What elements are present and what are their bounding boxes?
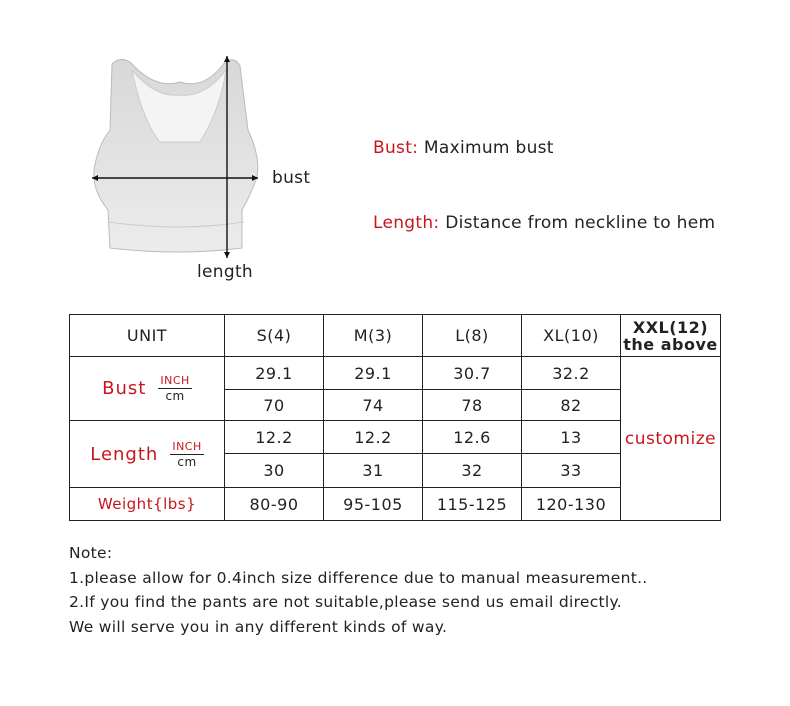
bust-cm-l: 78 <box>422 389 522 421</box>
bust-cm-row: 70 74 78 82 <box>70 389 721 421</box>
length-diagram-label: length <box>197 262 253 282</box>
length-inch-l: 12.6 <box>422 420 522 454</box>
bust-cm-m: 74 <box>323 389 423 421</box>
length-cm-s: 30 <box>224 453 324 488</box>
length-cm-row: 30 31 32 33 <box>70 453 721 488</box>
size-xl: XL(10) <box>521 314 621 357</box>
weight-l: 115-125 <box>422 487 522 521</box>
length-inch-row: Length INCH cm 12.2 12.2 12.6 13 <box>69 420 721 488</box>
length-cm-m: 31 <box>323 453 423 488</box>
note-2: 2.If you find the pants are not suitable… <box>69 593 623 611</box>
length-inch-s: 12.2 <box>224 420 324 454</box>
length-cm-xl: 33 <box>521 453 621 488</box>
length-inch-m: 12.2 <box>323 420 423 454</box>
length-inch-xl: 13 <box>521 420 621 454</box>
size-xxl: XXL(12) the above <box>620 314 721 357</box>
customize-cell: customize <box>620 356 721 521</box>
size-s: S(4) <box>224 314 324 357</box>
size-l: L(8) <box>422 314 522 357</box>
size-table: UNIT S(4) M(3) L(8) XL(10) XXL(12) the ab… <box>69 314 721 521</box>
weight-label: Weight{lbs} <box>69 487 225 521</box>
weight-xl: 120-130 <box>521 487 621 521</box>
unit-header: UNIT <box>69 314 225 357</box>
weight-m: 95-105 <box>323 487 423 521</box>
bust-cm-xl: 82 <box>521 389 621 421</box>
weight-row: Weight{lbs} 80-90 95-105 115-125 120-130 <box>69 487 721 521</box>
bust-inch-row: Bust INCH cm 29.1 29.1 30.7 32.2 customize <box>69 356 721 521</box>
bust-definition: Bust: Maximum bust <box>373 138 554 158</box>
bust-inch-s: 29.1 <box>224 356 324 390</box>
bust-label-cell: Bust INCH cm <box>69 356 225 421</box>
length-cm-l: 32 <box>422 453 522 488</box>
header-row: UNIT S(4) M(3) L(8) XL(10) XXL(12) the ab… <box>69 314 721 357</box>
note-3: We will serve you in any different kinds… <box>69 617 448 636</box>
size-m: M(3) <box>323 314 423 357</box>
bust-inch-m: 29.1 <box>323 356 423 390</box>
bust-diagram-label: bust <box>272 168 311 188</box>
note-1: 1.please allow for 0.4inch size differen… <box>69 568 648 587</box>
weight-s: 80-90 <box>224 487 324 521</box>
length-definition: Length: Distance from neckline to hem <box>373 213 716 233</box>
bust-cm-s: 70 <box>224 389 324 421</box>
notes-heading: Note: <box>69 544 113 562</box>
length-label-cell: Length INCH cm <box>69 420 225 488</box>
bust-inch-l: 30.7 <box>422 356 522 390</box>
sports-bra-illustration <box>92 56 259 258</box>
notes: Note: 1.please allow for 0.4inch size di… <box>69 541 648 639</box>
bust-inch-xl: 32.2 <box>521 356 621 390</box>
